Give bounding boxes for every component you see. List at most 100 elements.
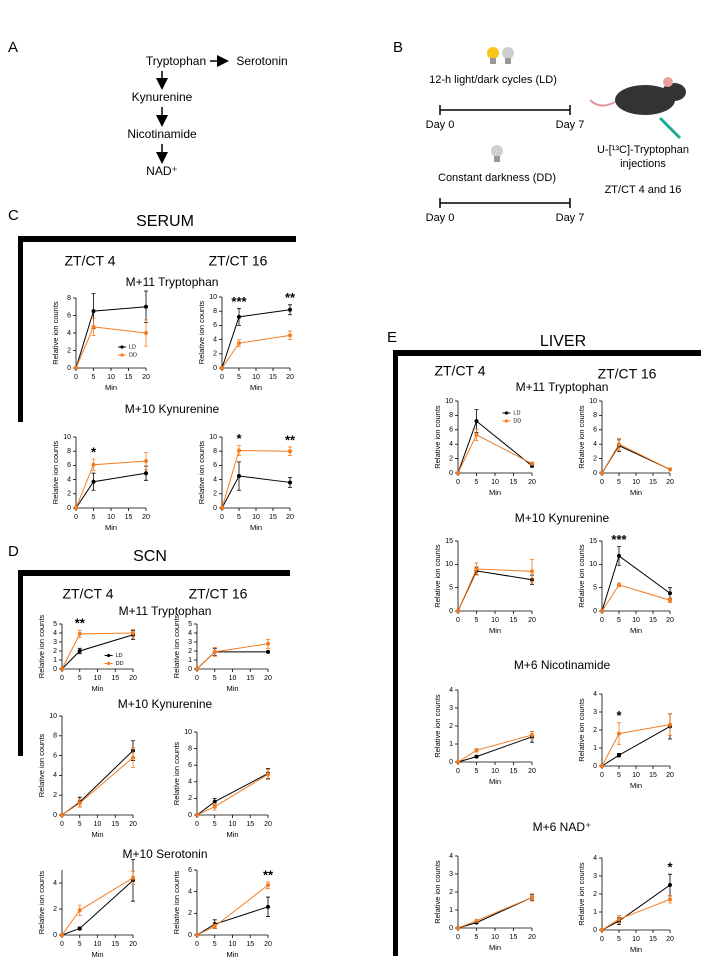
data-point bbox=[212, 799, 217, 804]
data-point bbox=[212, 924, 217, 929]
row-title: M+11 Tryptophan bbox=[516, 380, 609, 394]
data-point bbox=[617, 917, 621, 922]
y-tick-label: 2 bbox=[67, 491, 71, 498]
y-tick-label: 4 bbox=[213, 336, 217, 343]
series-line bbox=[196, 643, 269, 670]
x-axis-label: Min bbox=[91, 684, 103, 693]
x-tick-label: 5 bbox=[237, 374, 241, 381]
x-tick-label: 10 bbox=[229, 821, 237, 828]
section-title: SCN bbox=[133, 548, 167, 565]
series-line bbox=[457, 736, 533, 763]
x-tick-label: 0 bbox=[60, 941, 64, 948]
y-tick-label: 6 bbox=[53, 752, 57, 759]
data-point bbox=[212, 804, 217, 809]
y-tick-label: 5 bbox=[593, 585, 597, 592]
x-tick-label: 15 bbox=[649, 479, 657, 486]
y-tick-label: 0 bbox=[593, 608, 597, 615]
x-tick-label: 20 bbox=[264, 675, 272, 682]
legend-marker bbox=[120, 345, 124, 349]
injection-label: U-[¹³C]-Tryptophan bbox=[597, 144, 689, 156]
x-tick-label: 5 bbox=[78, 821, 82, 828]
timepoint-label: ZT/CT 4 and 16 bbox=[605, 184, 682, 196]
x-tick-label: 15 bbox=[649, 617, 657, 624]
legend-label: LD bbox=[513, 410, 520, 416]
y-tick-label: 4 bbox=[188, 779, 192, 786]
x-tick-label: 0 bbox=[600, 936, 604, 943]
row-title: M+11 Tryptophan bbox=[126, 275, 219, 289]
y-tick-label: 0 bbox=[188, 812, 192, 819]
legend-label: LD bbox=[116, 653, 123, 659]
y-tick-label: 8 bbox=[213, 308, 217, 315]
x-axis-label: Min bbox=[105, 383, 117, 392]
pathway-arrows bbox=[156, 55, 229, 164]
y-tick-label: 10 bbox=[63, 434, 71, 441]
y-tick-label: 0 bbox=[449, 759, 453, 766]
y-tick-label: 4 bbox=[213, 476, 217, 483]
y-tick-label: 6 bbox=[449, 427, 453, 434]
x-tick-label: 15 bbox=[649, 936, 657, 943]
series-line bbox=[601, 444, 671, 474]
y-tick-label: 8 bbox=[67, 295, 71, 302]
x-tick-label: 15 bbox=[246, 675, 254, 682]
y-axis-label: Relative ion counts bbox=[51, 441, 60, 505]
y-tick-label: 15 bbox=[589, 538, 597, 545]
y-axis-label: Relative ion counts bbox=[172, 871, 181, 935]
legend-label: DD bbox=[116, 661, 124, 667]
x-axis-label: Min bbox=[630, 945, 642, 954]
timelines bbox=[439, 105, 571, 208]
y-tick-label: 15 bbox=[445, 538, 453, 545]
x-tick-label: 20 bbox=[264, 941, 272, 948]
y-tick-label: 6 bbox=[67, 462, 71, 469]
y-tick-label: 4 bbox=[593, 855, 597, 862]
x-tick-label: 5 bbox=[213, 675, 217, 682]
data-point bbox=[668, 598, 672, 603]
y-tick-label: 0 bbox=[593, 763, 597, 770]
day-label: Day 7 bbox=[556, 212, 585, 224]
significance: * bbox=[236, 431, 242, 446]
data-point bbox=[237, 448, 241, 453]
x-tick-label: 15 bbox=[510, 768, 518, 775]
data-point bbox=[144, 471, 148, 476]
series-line bbox=[61, 757, 134, 816]
series-line bbox=[196, 773, 269, 816]
data-point bbox=[91, 462, 96, 467]
x-tick-label: 10 bbox=[94, 941, 102, 948]
y-tick-label: 3 bbox=[53, 639, 57, 646]
data-point bbox=[288, 449, 292, 454]
data-point bbox=[456, 760, 460, 764]
row-title: M+10 Kynurenine bbox=[515, 511, 610, 525]
data-point bbox=[91, 479, 96, 484]
y-tick-label: 4 bbox=[449, 687, 453, 694]
significance: * bbox=[91, 444, 97, 459]
x-tick-label: 10 bbox=[491, 479, 499, 486]
series-line bbox=[196, 651, 268, 670]
panel-label: E bbox=[387, 329, 397, 346]
y-tick-label: 4 bbox=[67, 330, 71, 337]
series-line bbox=[457, 734, 533, 763]
data-point bbox=[456, 471, 460, 475]
section-frames bbox=[18, 236, 701, 956]
data-point bbox=[266, 904, 270, 909]
series-line bbox=[75, 460, 147, 509]
row-title: M+6 NAD⁺ bbox=[533, 820, 592, 834]
y-tick-label: 6 bbox=[188, 762, 192, 769]
x-tick-label: 20 bbox=[666, 617, 674, 624]
y-tick-label: 6 bbox=[213, 322, 217, 329]
y-tick-label: 8 bbox=[449, 412, 453, 419]
column-label: ZT/CT 16 bbox=[189, 586, 248, 602]
series-line bbox=[601, 555, 671, 612]
y-axis-label: Relative ion counts bbox=[172, 615, 181, 679]
y-tick-label: 1 bbox=[449, 741, 453, 748]
data-point bbox=[91, 309, 96, 314]
x-tick-label: 20 bbox=[129, 821, 137, 828]
y-tick-label: 6 bbox=[213, 462, 217, 469]
y-tick-label: 2 bbox=[593, 891, 597, 898]
y-tick-label: 6 bbox=[67, 312, 71, 319]
x-axis-label: Min bbox=[489, 626, 501, 635]
data-point bbox=[74, 506, 78, 510]
x-tick-label: 15 bbox=[269, 514, 277, 521]
y-tick-label: 3 bbox=[593, 709, 597, 716]
y-tick-label: 6 bbox=[593, 427, 597, 434]
x-tick-label: 10 bbox=[107, 514, 115, 521]
data-point bbox=[617, 553, 621, 558]
